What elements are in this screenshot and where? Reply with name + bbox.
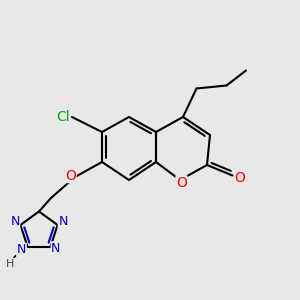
Text: N: N [58,215,68,229]
Text: N: N [51,242,61,255]
Text: O: O [176,176,187,190]
Text: O: O [235,172,245,185]
Text: H: H [6,259,15,269]
Text: N: N [11,215,20,229]
Text: Cl: Cl [56,110,70,124]
Text: O: O [65,169,76,182]
Text: N: N [17,243,26,256]
